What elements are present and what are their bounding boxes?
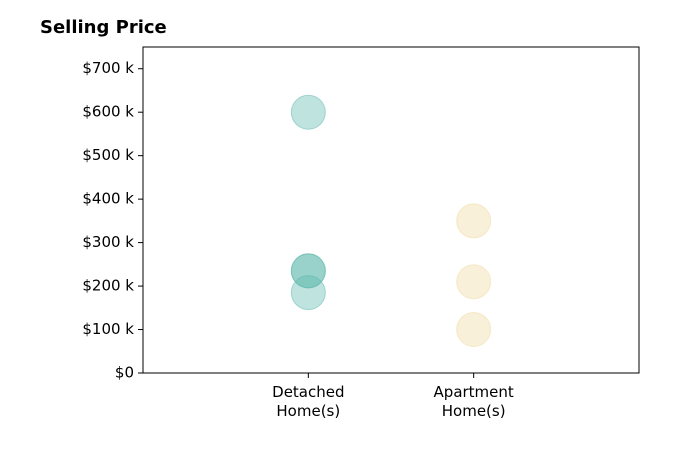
chart-title: Selling Price — [40, 17, 167, 38]
x-tick-label: Detached Home(s) — [272, 383, 344, 420]
y-tick-label: $600 k — [82, 103, 134, 121]
point — [290, 94, 326, 130]
y-tick-label: $100 k — [82, 320, 134, 338]
y-tick-label: $300 k — [82, 233, 134, 251]
point — [290, 253, 326, 289]
point — [456, 203, 492, 239]
point — [456, 264, 492, 300]
y-tick-label: $400 k — [82, 190, 134, 208]
x-tick-label: Apartment Home(s) — [434, 383, 514, 420]
y-tick-label: $0 — [115, 364, 134, 382]
y-tick-label: $700 k — [82, 59, 134, 77]
y-tick-label: $200 k — [82, 277, 134, 295]
y-tick-label: $500 k — [82, 146, 134, 164]
point — [290, 275, 326, 311]
plot-frame — [142, 46, 640, 374]
point — [456, 312, 492, 348]
